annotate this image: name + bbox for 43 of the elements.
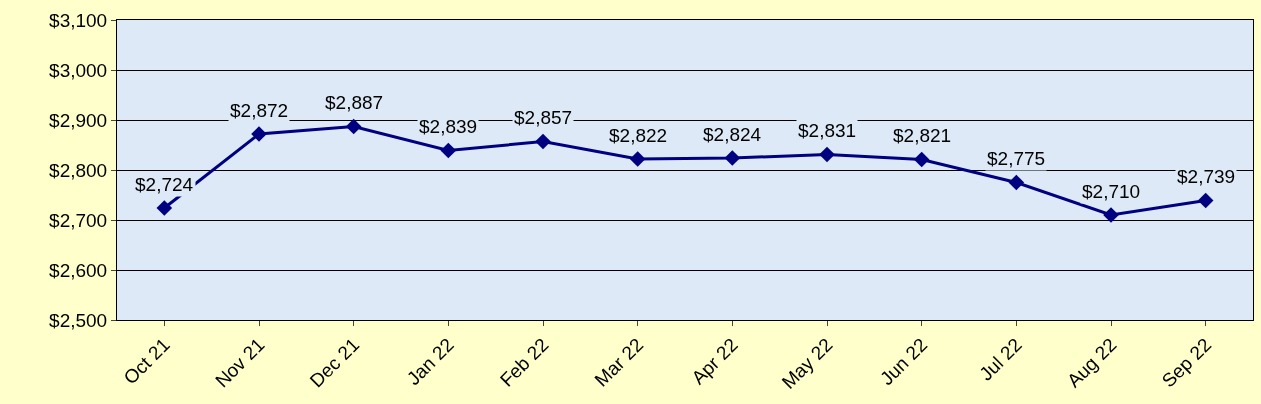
- x-tick-label: Nov 21: [211, 334, 269, 392]
- data-label: $2,710: [1082, 181, 1141, 202]
- x-tick-label: Jan 22: [402, 334, 458, 390]
- x-tick-label: Sep 22: [1157, 334, 1216, 392]
- x-tick-label: Dec 21: [305, 334, 364, 392]
- point: [156, 200, 173, 216]
- y-tick-label: $3,000: [49, 59, 108, 81]
- point: [1008, 174, 1025, 191]
- x-tick-label: May 22: [777, 334, 837, 393]
- x-tick-label: Mar 22: [590, 334, 648, 391]
- point: [819, 146, 835, 163]
- data-label: $2,775: [987, 148, 1046, 169]
- point: [913, 151, 930, 168]
- data-label: $2,887: [325, 92, 384, 113]
- data-label: $2,822: [609, 125, 668, 146]
- point: [1197, 192, 1214, 209]
- x-tick-label: Jun 22: [876, 334, 932, 390]
- data-label: $2,821: [893, 125, 952, 146]
- y-tick-label: $3,100: [49, 9, 108, 31]
- point: [345, 118, 362, 135]
- x-tick-label: Aug 22: [1063, 334, 1121, 392]
- y-tick-label: $2,700: [49, 209, 108, 231]
- y-tick-label: $2,600: [49, 259, 108, 281]
- data-label: $2,872: [230, 100, 289, 121]
- data-label: $2,857: [514, 107, 573, 128]
- data-label: $2,839: [419, 116, 478, 137]
- x-tick-label: Apr 22: [687, 334, 742, 389]
- data-label: $2,724: [135, 174, 194, 195]
- data-label: $2,831: [798, 120, 857, 141]
- point: [629, 151, 646, 167]
- point: [251, 126, 267, 142]
- x-tick-label: Oct 21: [119, 334, 174, 389]
- point: [724, 150, 741, 166]
- data-label: $2,824: [703, 124, 762, 145]
- data-label: $2,739: [1177, 166, 1236, 187]
- point: [1103, 207, 1119, 223]
- y-tick-label: $2,900: [49, 109, 108, 131]
- y-tick-label: $2,500: [49, 309, 108, 331]
- point: [535, 133, 551, 150]
- x-tick-label: Feb 22: [495, 334, 553, 391]
- point: [440, 142, 457, 159]
- y-tick-label: $2,800: [49, 159, 108, 181]
- x-tick-label: Jul 22: [975, 334, 1026, 385]
